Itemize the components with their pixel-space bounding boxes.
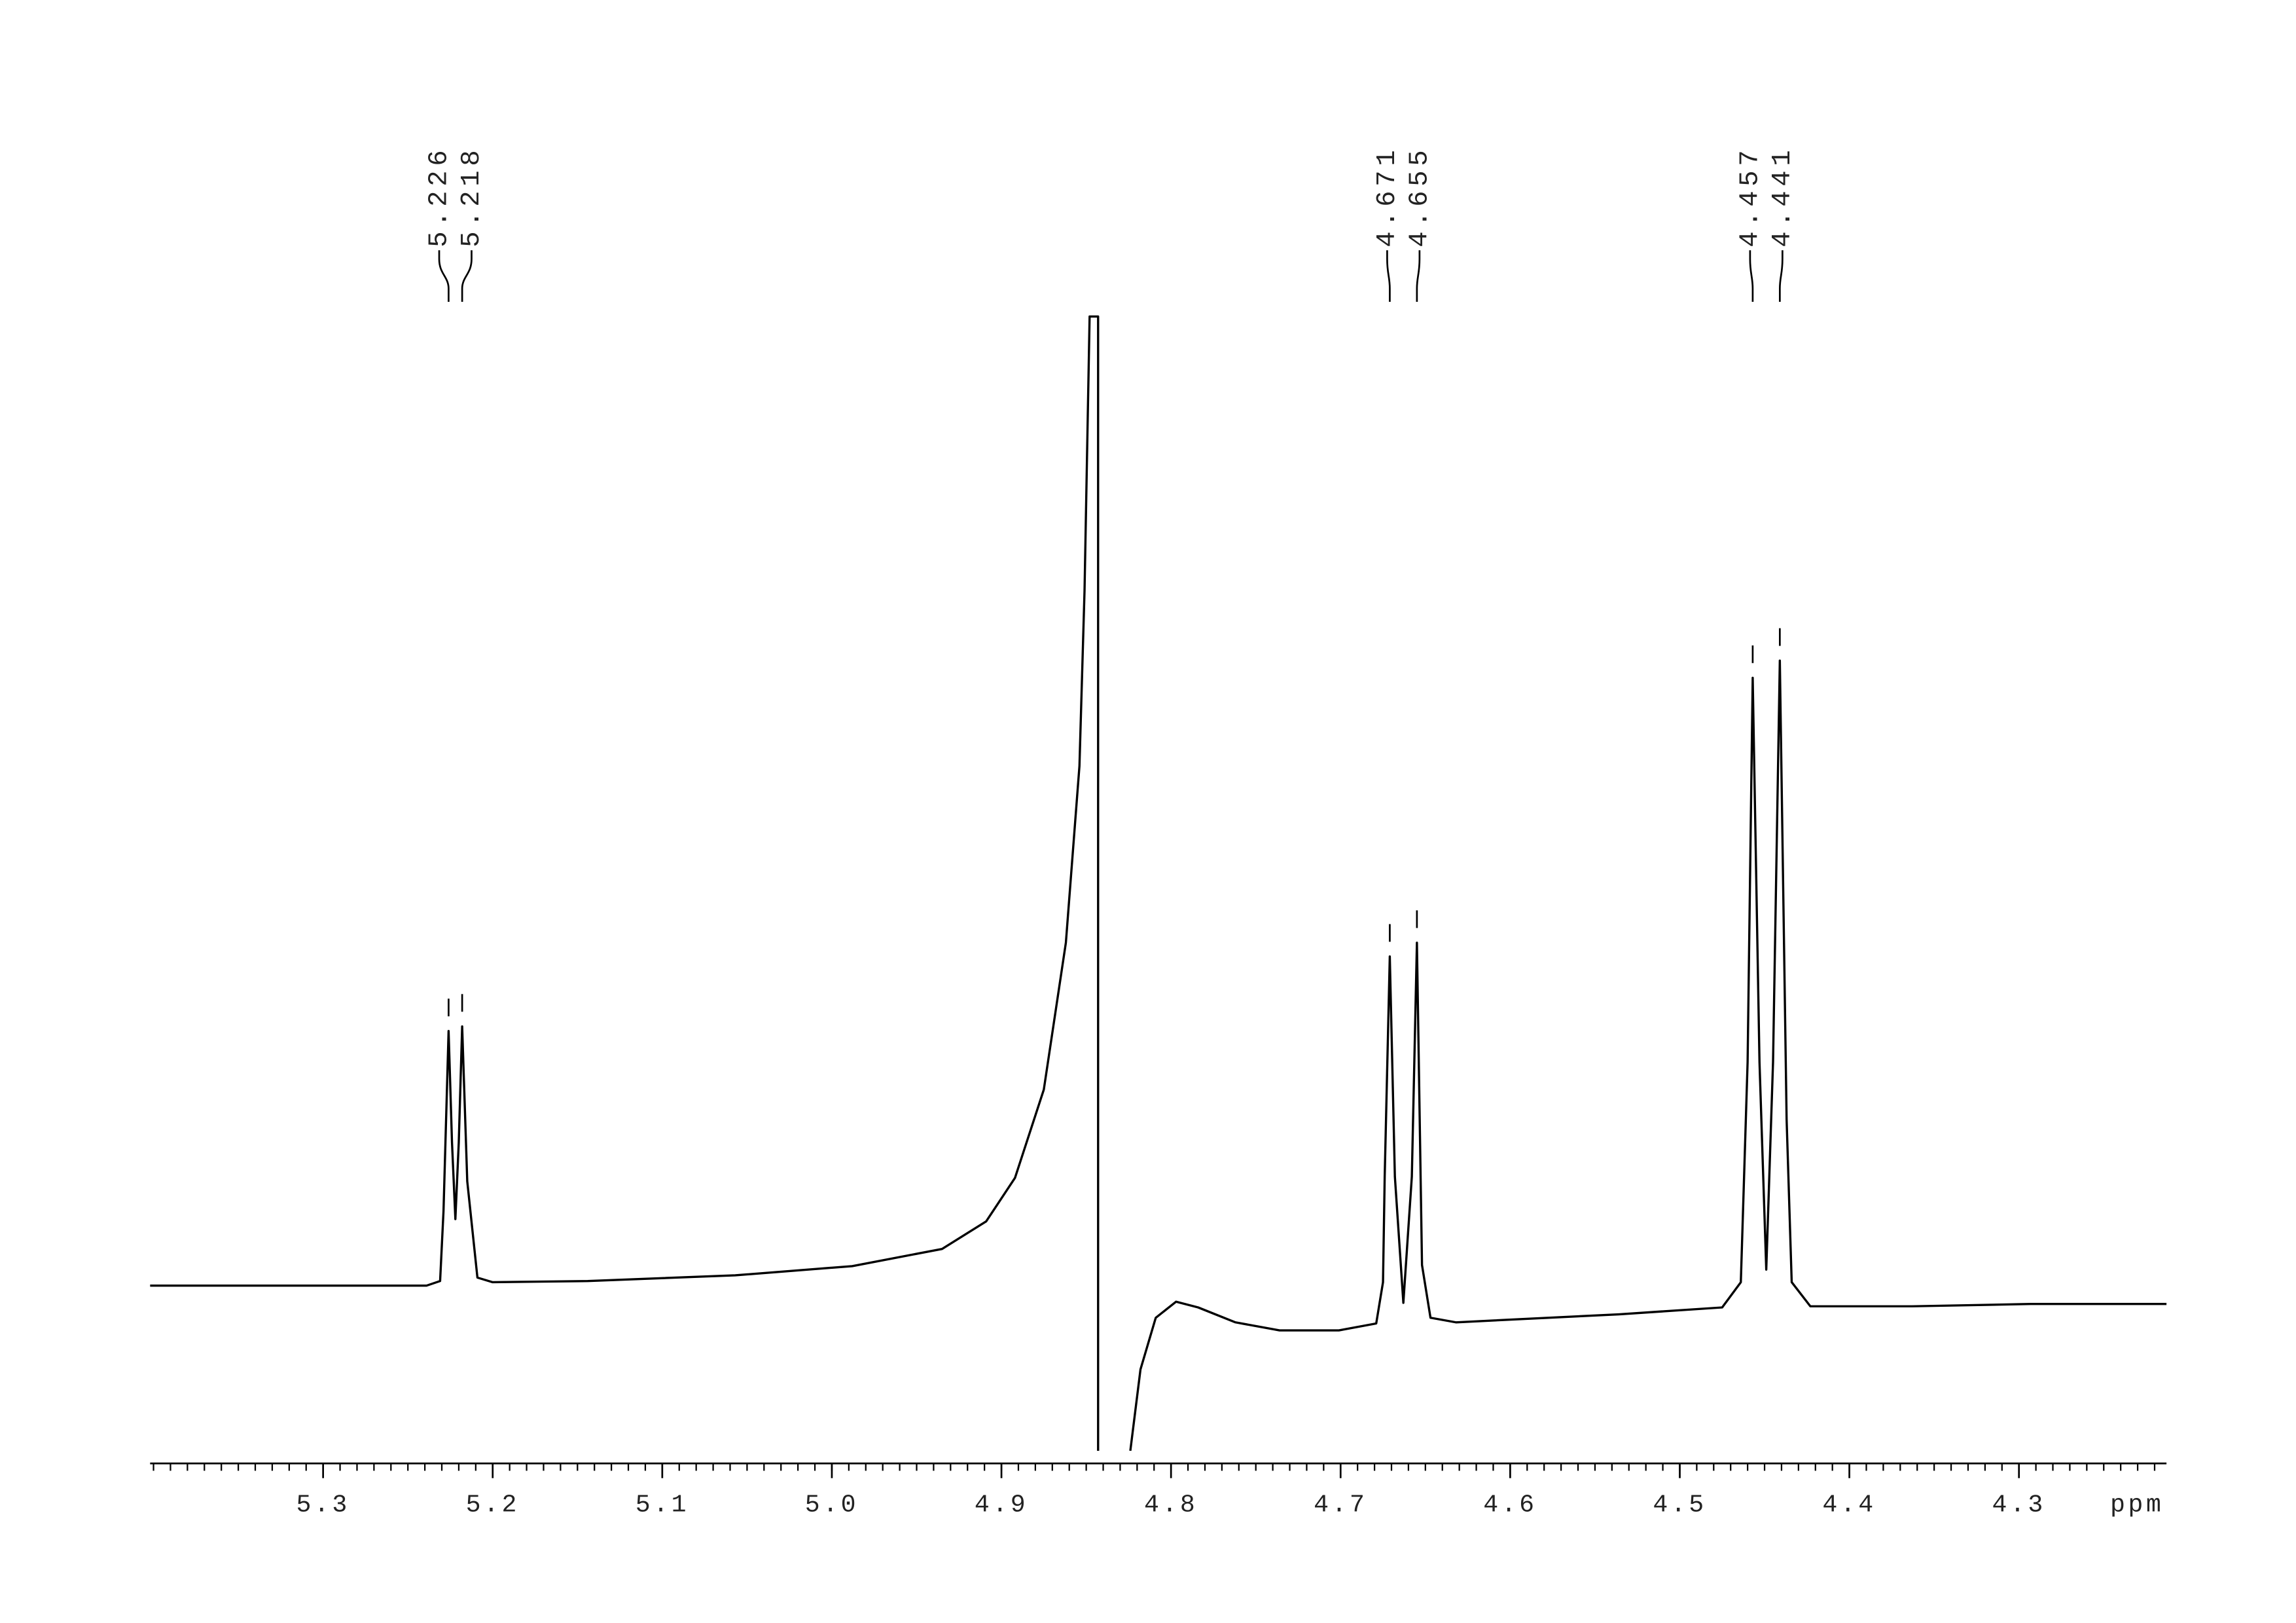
x-axis-label: ppm — [2110, 1491, 2164, 1519]
x-tick-label: 4.4 — [1822, 1491, 1876, 1519]
x-tick-label: 5.1 — [636, 1491, 689, 1519]
peak-label: 5.226 — [425, 146, 455, 247]
x-tick-label: 4.7 — [1314, 1491, 1367, 1519]
peak-leader — [461, 250, 473, 302]
peak-leader — [1386, 250, 1391, 302]
x-tick-label: 5.2 — [466, 1491, 520, 1519]
peak-leader — [1416, 250, 1421, 302]
x-tick-label: 4.9 — [975, 1491, 1028, 1519]
peak-leader — [1779, 250, 1784, 302]
x-tick-label: 4.5 — [1653, 1491, 1706, 1519]
x-tick-label: 5.3 — [296, 1491, 350, 1519]
x-tick-label: 4.3 — [1992, 1491, 2046, 1519]
x-tick-label: 4.8 — [1144, 1491, 1198, 1519]
peak-leader — [438, 250, 450, 302]
peak-label: 4.441 — [1768, 146, 1798, 247]
x-tick-label: 4.6 — [1483, 1491, 1537, 1519]
peak-leader — [1749, 250, 1754, 302]
x-tick-label: 5.0 — [805, 1491, 859, 1519]
peak-label: 4.671 — [1372, 146, 1403, 247]
peak-label: 4.655 — [1405, 146, 1435, 247]
peak-label: 5.218 — [457, 146, 487, 247]
peak-label: 4.457 — [1736, 146, 1766, 247]
spectrum-line — [150, 315, 2167, 1451]
